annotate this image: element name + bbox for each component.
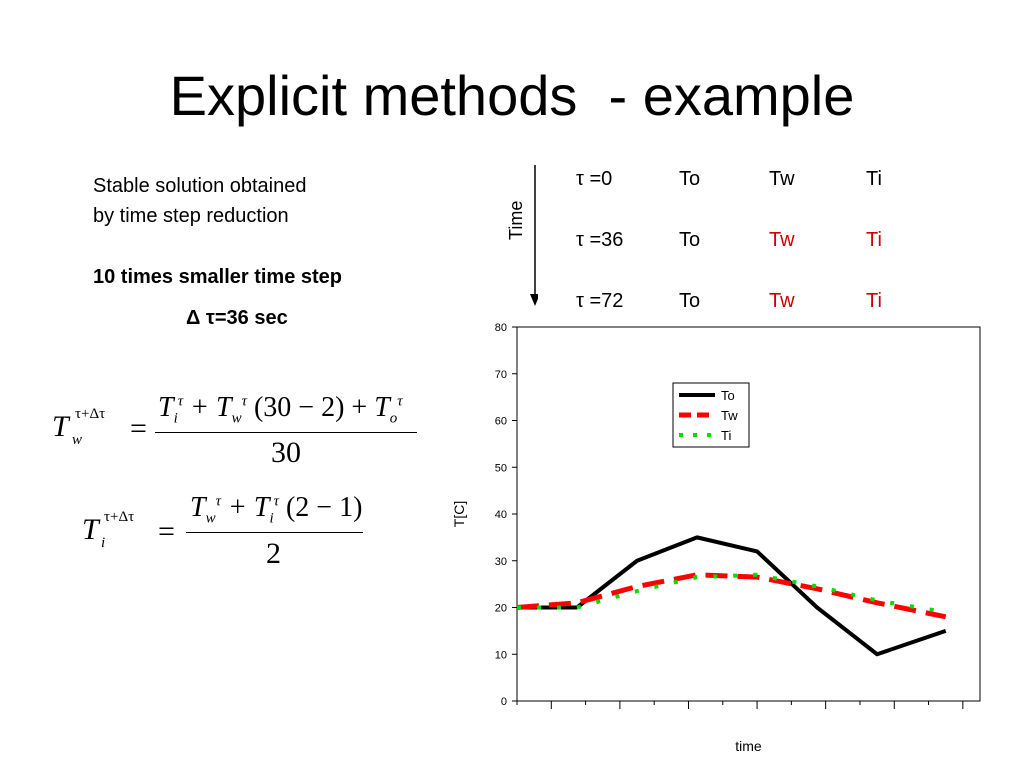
time-axis-label: Time — [506, 200, 526, 240]
eq2-equals: = — [158, 515, 175, 548]
eq1-lhs: T — [52, 410, 69, 443]
row0-ti: Ti — [866, 168, 882, 190]
eq2-numerator: Twτ + Tiτ (2 − 1) — [190, 492, 363, 527]
eq1-denominator: 30 — [271, 436, 301, 469]
row1-ti: Ti — [866, 229, 882, 251]
temperature-chart: 0 10 20 30 40 50 60 70 80 time T[C] To Tw Ti — [451, 322, 981, 754]
row2-tau: τ =72 — [576, 290, 624, 312]
y-tick-label: 0 — [501, 696, 507, 708]
eq2-lhs-sub: i — [101, 535, 106, 551]
eq2-denominator: 2 — [266, 537, 281, 570]
delta-tau-value: Δ τ=36 sec — [186, 307, 288, 329]
row0-tw: Tw — [769, 168, 795, 190]
eq1-lhs-sub: w — [72, 432, 83, 448]
row0-tau: τ =0 — [576, 168, 613, 190]
y-tick-label: 10 — [495, 649, 507, 661]
row1-to: To — [679, 229, 701, 251]
y-tick-label: 50 — [495, 462, 507, 474]
x-axis-label: time — [735, 738, 762, 754]
eq2-lhs: T — [82, 513, 99, 546]
eq1-lhs-sup: τ+Δτ — [75, 406, 106, 422]
row2-tw: Tw — [769, 290, 795, 312]
row2-ti: Ti — [866, 290, 882, 312]
time-step-note: 10 times smaller time step — [93, 266, 343, 288]
y-tick-label: 20 — [495, 603, 507, 615]
eq1-numerator: Tiτ + Twτ (30 − 2) + Toτ — [158, 392, 403, 427]
series-line-tw — [516, 572, 947, 620]
description-line-2: by time step reduction — [93, 205, 289, 227]
y-tick-label: 60 — [495, 416, 507, 428]
legend-label-tw: Tw — [721, 408, 738, 423]
row1-tw: Tw — [769, 229, 795, 251]
eq1-fraction-bar — [155, 432, 417, 433]
time-arrow-shaft — [530, 165, 538, 306]
row2-to: To — [679, 290, 701, 312]
y-axis-label: T[C] — [451, 501, 467, 527]
series-line-to — [517, 535, 947, 657]
y-tick-label: 40 — [495, 509, 507, 521]
chart-legend: To Tw Ti — [672, 382, 750, 448]
eq2-fraction-bar — [186, 532, 363, 533]
row0-to: To — [679, 168, 701, 190]
y-tick-label: 80 — [495, 322, 507, 334]
slide-title: Explicit methods - example — [169, 64, 855, 127]
y-tick-label: 30 — [495, 556, 507, 568]
description-line-1: Stable solution obtained — [93, 175, 307, 197]
legend-label-ti: Ti — [721, 428, 731, 443]
eq2-lhs-sup: τ+Δτ — [104, 509, 135, 525]
y-tick-label: 70 — [495, 369, 507, 381]
row1-tau: τ =36 — [576, 229, 624, 251]
eq1-equals: = — [130, 412, 147, 445]
legend-label-to: To — [721, 388, 735, 403]
